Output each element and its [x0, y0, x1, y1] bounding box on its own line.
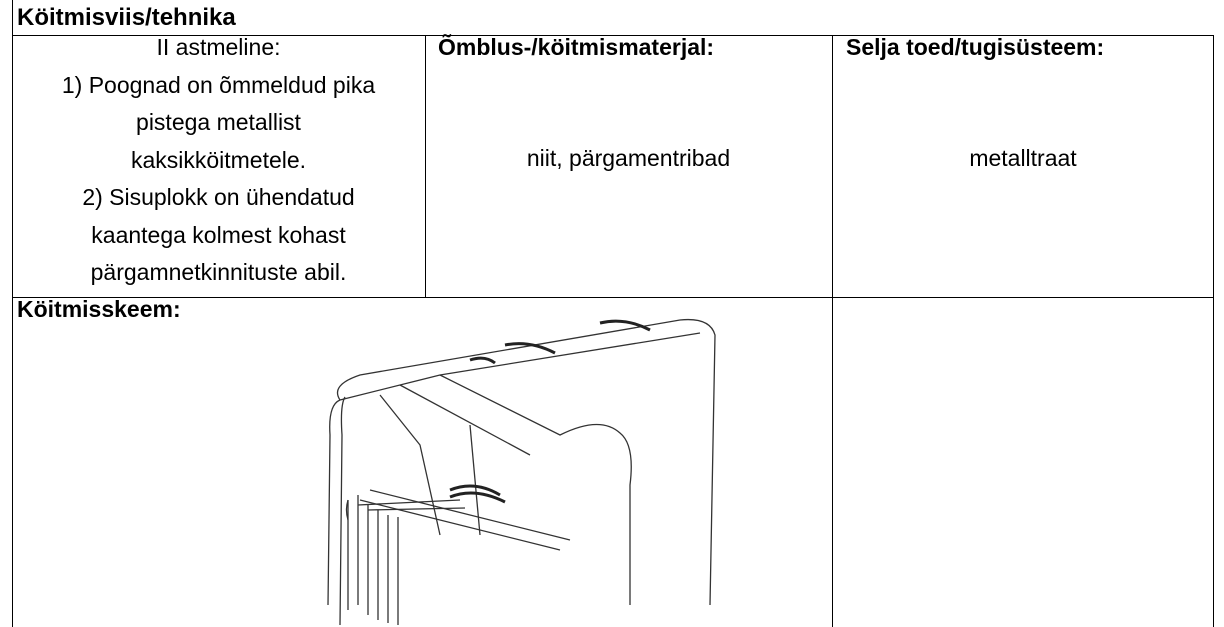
technique-line: 2) Sisuplokk on ühendatud: [82, 184, 355, 210]
border: [12, 35, 1214, 36]
binding-sketch: [327, 318, 716, 626]
technique-line: pistega metallist: [136, 109, 301, 135]
material-value: niit, pärgamentribad: [526, 145, 731, 171]
technique-line: pärgamnetkinnituste abil.: [90, 259, 347, 285]
support-label: Selja toed/tugisüsteem:: [846, 34, 1105, 60]
border: [1213, 35, 1214, 627]
technique-line: kaksikköitmetele.: [130, 146, 307, 173]
material-label: Õmblus-/köitmismaterjal:: [438, 34, 715, 60]
diagram-label: Köitmisskeem:: [17, 296, 181, 322]
border: [425, 35, 426, 297]
technique-line: kaantega kolmest kohast: [91, 221, 346, 248]
border: [12, 297, 1214, 298]
technique-line: II astmeline:: [156, 34, 281, 60]
support-value: metalltraat: [969, 145, 1077, 171]
technique-line: 1) Poognad on õmmeldud pika: [61, 71, 376, 98]
section-title: Köitmisviis/tehnika: [17, 4, 236, 31]
border: [12, 0, 13, 627]
border: [832, 35, 833, 627]
